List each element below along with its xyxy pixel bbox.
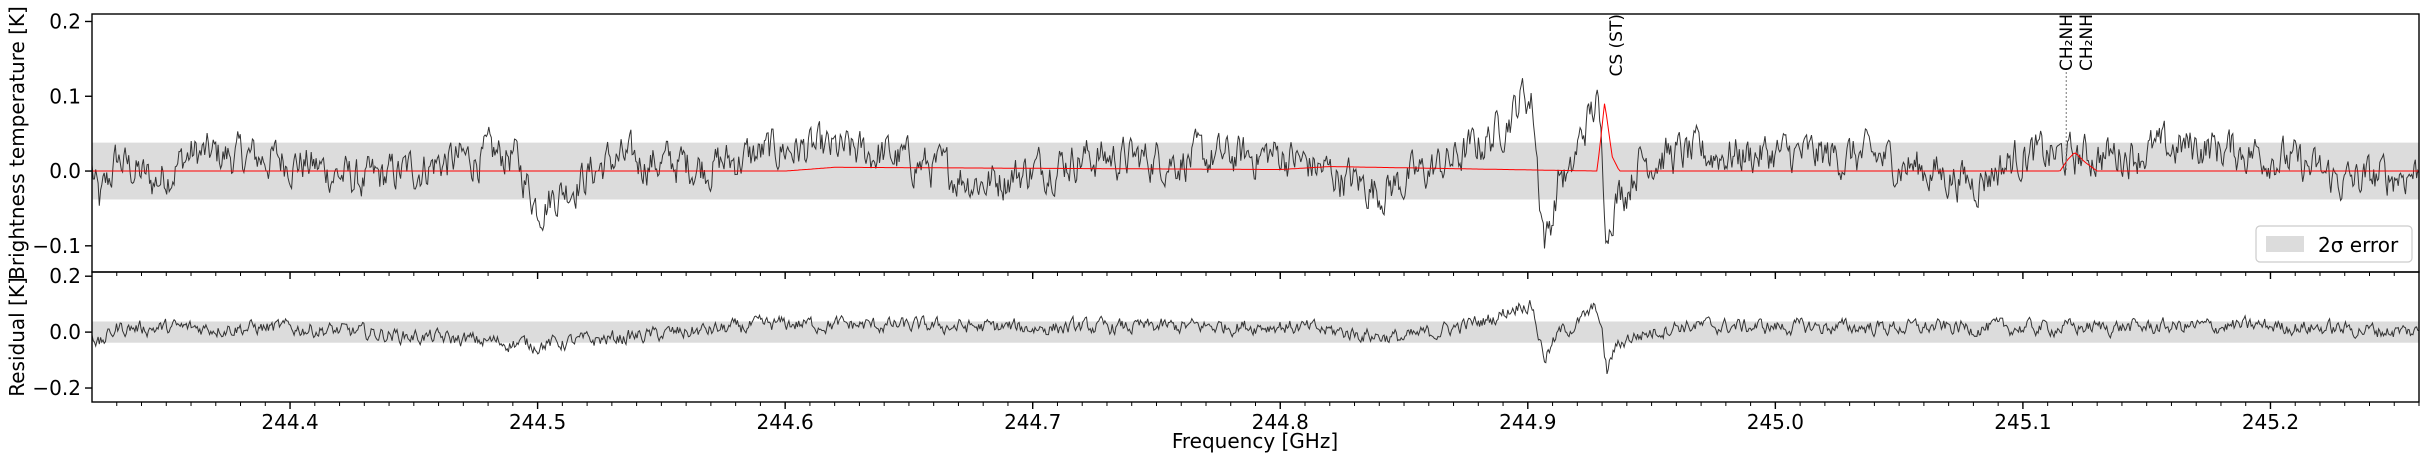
spectrum-y-axis-label: Brightness temperature [K] <box>5 6 29 280</box>
residual-y-tick-label: 0.2 <box>49 264 81 288</box>
x-tick-label: 245.0 <box>1747 410 1804 434</box>
residual-y-tick-label: −0.2 <box>32 376 81 400</box>
line-label: CS (ST) <box>1607 14 1627 77</box>
legend: 2σ error <box>2255 225 2413 263</box>
legend-box <box>2255 225 2413 263</box>
spectrum-y-tick-label: 0.2 <box>49 9 81 33</box>
spectrum-y-tick-label: 0.1 <box>49 84 81 108</box>
residual-axes-frame <box>91 271 2420 403</box>
x-tick-label: 244.9 <box>1499 410 1556 434</box>
x-tick-label: 245.2 <box>2242 410 2299 434</box>
residual-y-tick-label: 0.0 <box>49 320 81 344</box>
legend-label: 2σ error <box>2318 233 2399 257</box>
spectrum-y-tick-label: 0.0 <box>49 159 81 183</box>
residual-residual-line <box>91 300 2420 375</box>
x-axis-label: Frequency [GHz] <box>1172 429 1338 453</box>
legend-swatch-error-band <box>2266 236 2304 252</box>
spectrum-model-line <box>92 103 2419 172</box>
line-label: CH₂NH <box>2057 14 2077 71</box>
x-tick-label: 244.8 <box>1252 410 1309 434</box>
residual-y-axis-label: Residual [K] <box>5 277 29 397</box>
x-tick-label: 244.7 <box>1004 410 1061 434</box>
line-label: CH₂NH <box>2077 14 2097 71</box>
x-tick-label: 244.5 <box>509 410 566 434</box>
spectrum-y-tick-label: −0.1 <box>32 234 81 258</box>
spectrum-observed-line <box>91 78 2420 249</box>
x-tick-label: 244.4 <box>261 410 318 434</box>
x-tick-label: 245.1 <box>1994 410 2051 434</box>
x-tick-label: 244.6 <box>757 410 814 434</box>
